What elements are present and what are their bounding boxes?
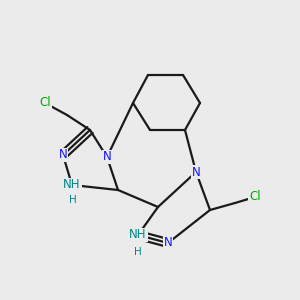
Text: N: N [192, 166, 200, 178]
Text: N: N [164, 236, 172, 250]
Text: Cl: Cl [249, 190, 261, 203]
Text: NH: NH [63, 178, 81, 191]
Text: H: H [69, 195, 77, 205]
Text: Cl: Cl [39, 97, 51, 110]
Text: N: N [58, 148, 68, 161]
Text: N: N [103, 151, 111, 164]
Text: NH: NH [129, 229, 147, 242]
Text: H: H [134, 247, 142, 257]
